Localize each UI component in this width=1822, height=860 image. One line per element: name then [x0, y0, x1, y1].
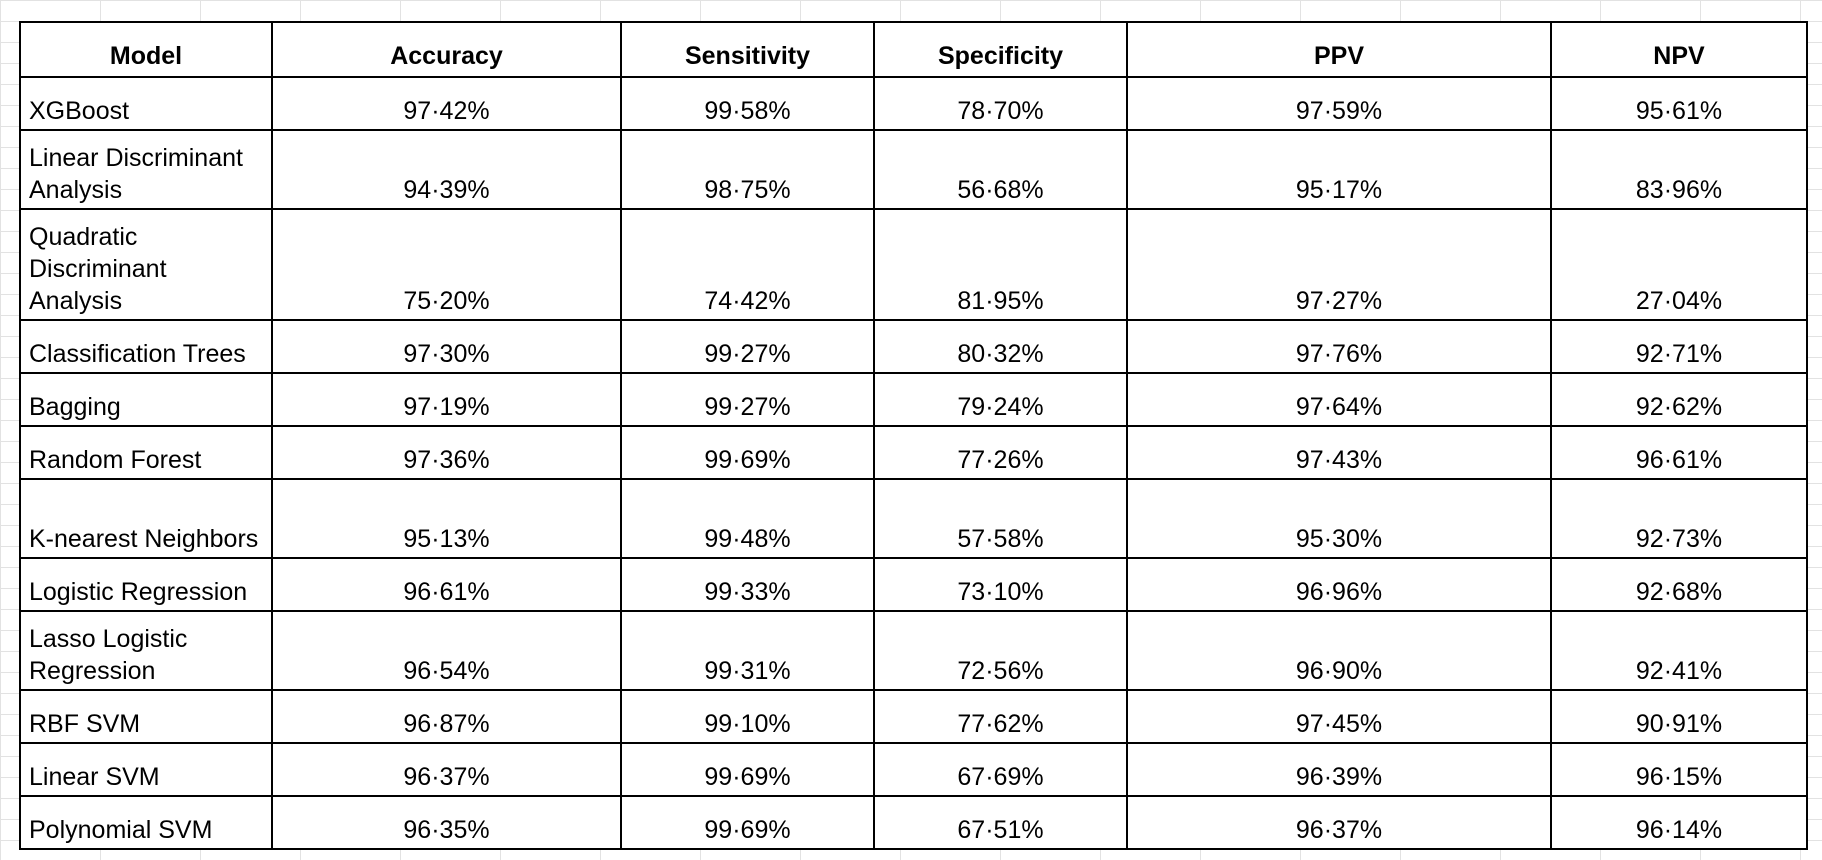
- cell-specificity[interactable]: 67·69%: [873, 742, 1128, 797]
- cell-sensitivity[interactable]: 99·69%: [620, 425, 875, 480]
- cell-ppv[interactable]: 95·17%: [1126, 129, 1552, 210]
- cell-sensitivity[interactable]: 99·69%: [620, 742, 875, 797]
- cell-ppv[interactable]: 96·37%: [1126, 795, 1552, 850]
- table-row: RBF SVM 96·87% 99·10% 77·62% 97·45% 90·9…: [19, 689, 1808, 744]
- cell-ppv[interactable]: 96·96%: [1126, 557, 1552, 612]
- cell-ppv[interactable]: 96·39%: [1126, 742, 1552, 797]
- cell-model[interactable]: K-nearest Neighbors: [19, 478, 273, 559]
- table-row: Linear Discriminant Analysis 94·39% 98·7…: [19, 129, 1808, 210]
- table-row: Logistic Regression 96·61% 99·33% 73·10%…: [19, 557, 1808, 612]
- cell-model[interactable]: Linear Discriminant Analysis: [19, 129, 273, 210]
- cell-npv[interactable]: 96·61%: [1550, 425, 1808, 480]
- cell-npv[interactable]: 92·62%: [1550, 372, 1808, 427]
- table-row: Linear SVM 96·37% 99·69% 67·69% 96·39% 9…: [19, 742, 1808, 797]
- cell-specificity[interactable]: 81·95%: [873, 208, 1128, 321]
- cell-npv[interactable]: 96·15%: [1550, 742, 1808, 797]
- cell-specificity[interactable]: 77·62%: [873, 689, 1128, 744]
- cell-npv[interactable]: 96·14%: [1550, 795, 1808, 850]
- table-row: K-nearest Neighbors 95·13% 99·48% 57·58%…: [19, 478, 1808, 559]
- table-row: Random Forest 97·36% 99·69% 77·26% 97·43…: [19, 425, 1808, 480]
- table-row: Classification Trees 97·30% 99·27% 80·32…: [19, 319, 1808, 374]
- cell-npv[interactable]: 90·91%: [1550, 689, 1808, 744]
- cell-sensitivity[interactable]: 99·58%: [620, 76, 875, 131]
- table-row: Lasso Logistic Regression 96·54% 99·31% …: [19, 610, 1808, 691]
- cell-accuracy[interactable]: 96·54%: [271, 610, 622, 691]
- cell-npv[interactable]: 92·41%: [1550, 610, 1808, 691]
- cell-model[interactable]: RBF SVM: [19, 689, 273, 744]
- cell-sensitivity[interactable]: 98·75%: [620, 129, 875, 210]
- cell-ppv[interactable]: 96·90%: [1126, 610, 1552, 691]
- cell-sensitivity[interactable]: 99·69%: [620, 795, 875, 850]
- cell-model[interactable]: XGBoost: [19, 76, 273, 131]
- cell-model[interactable]: Lasso Logistic Regression: [19, 610, 273, 691]
- cell-accuracy[interactable]: 94·39%: [271, 129, 622, 210]
- cell-npv[interactable]: 92·71%: [1550, 319, 1808, 374]
- cell-model[interactable]: Quadratic Discriminant Analysis: [19, 208, 273, 321]
- cell-accuracy[interactable]: 96·37%: [271, 742, 622, 797]
- cell-model[interactable]: Polynomial SVM: [19, 795, 273, 850]
- cell-sensitivity[interactable]: 99·33%: [620, 557, 875, 612]
- cell-ppv[interactable]: 97·64%: [1126, 372, 1552, 427]
- cell-specificity[interactable]: 77·26%: [873, 425, 1128, 480]
- cell-ppv[interactable]: 97·27%: [1126, 208, 1552, 321]
- cell-ppv[interactable]: 97·76%: [1126, 319, 1552, 374]
- cell-model[interactable]: Random Forest: [19, 425, 273, 480]
- cell-model[interactable]: Logistic Regression: [19, 557, 273, 612]
- cell-accuracy[interactable]: 97·42%: [271, 76, 622, 131]
- cell-accuracy[interactable]: 97·19%: [271, 372, 622, 427]
- cell-accuracy[interactable]: 97·36%: [271, 425, 622, 480]
- header-accuracy[interactable]: Accuracy: [271, 21, 622, 78]
- cell-accuracy[interactable]: 97·30%: [271, 319, 622, 374]
- cell-model[interactable]: Linear SVM: [19, 742, 273, 797]
- cell-sensitivity[interactable]: 99·31%: [620, 610, 875, 691]
- cell-accuracy[interactable]: 96·35%: [271, 795, 622, 850]
- header-ppv[interactable]: PPV: [1126, 21, 1552, 78]
- header-npv[interactable]: NPV: [1550, 21, 1808, 78]
- cell-specificity[interactable]: 78·70%: [873, 76, 1128, 131]
- cell-sensitivity[interactable]: 99·10%: [620, 689, 875, 744]
- table-row: Quadratic Discriminant Analysis 75·20% 7…: [19, 208, 1808, 321]
- cell-npv[interactable]: 83·96%: [1550, 129, 1808, 210]
- cell-sensitivity[interactable]: 99·27%: [620, 372, 875, 427]
- cell-model[interactable]: Classification Trees: [19, 319, 273, 374]
- cell-ppv[interactable]: 97·45%: [1126, 689, 1552, 744]
- cell-specificity[interactable]: 56·68%: [873, 129, 1128, 210]
- cell-sensitivity[interactable]: 74·42%: [620, 208, 875, 321]
- cell-ppv[interactable]: 95·30%: [1126, 478, 1552, 559]
- table-row: Polynomial SVM 96·35% 99·69% 67·51% 96·3…: [19, 795, 1808, 850]
- cell-accuracy[interactable]: 75·20%: [271, 208, 622, 321]
- cell-npv[interactable]: 92·68%: [1550, 557, 1808, 612]
- header-row: Model Accuracy Sensitivity Specificity P…: [19, 21, 1808, 78]
- cell-specificity[interactable]: 67·51%: [873, 795, 1128, 850]
- cell-accuracy[interactable]: 96·87%: [271, 689, 622, 744]
- table-row: XGBoost 97·42% 99·58% 78·70% 97·59% 95·6…: [19, 76, 1808, 131]
- header-sensitivity[interactable]: Sensitivity: [620, 21, 875, 78]
- cell-sensitivity[interactable]: 99·48%: [620, 478, 875, 559]
- cell-specificity[interactable]: 73·10%: [873, 557, 1128, 612]
- results-table: Model Accuracy Sensitivity Specificity P…: [19, 21, 1808, 850]
- cell-accuracy[interactable]: 96·61%: [271, 557, 622, 612]
- cell-npv[interactable]: 27·04%: [1550, 208, 1808, 321]
- cell-specificity[interactable]: 80·32%: [873, 319, 1128, 374]
- cell-specificity[interactable]: 79·24%: [873, 372, 1128, 427]
- cell-npv[interactable]: 95·61%: [1550, 76, 1808, 131]
- cell-npv[interactable]: 92·73%: [1550, 478, 1808, 559]
- cell-specificity[interactable]: 57·58%: [873, 478, 1128, 559]
- cell-sensitivity[interactable]: 99·27%: [620, 319, 875, 374]
- header-model[interactable]: Model: [19, 21, 273, 78]
- cell-model[interactable]: Bagging: [19, 372, 273, 427]
- cell-accuracy[interactable]: 95·13%: [271, 478, 622, 559]
- header-specificity[interactable]: Specificity: [873, 21, 1128, 78]
- cell-specificity[interactable]: 72·56%: [873, 610, 1128, 691]
- cell-ppv[interactable]: 97·43%: [1126, 425, 1552, 480]
- table-row: Bagging 97·19% 99·27% 79·24% 97·64% 92·6…: [19, 372, 1808, 427]
- cell-ppv[interactable]: 97·59%: [1126, 76, 1552, 131]
